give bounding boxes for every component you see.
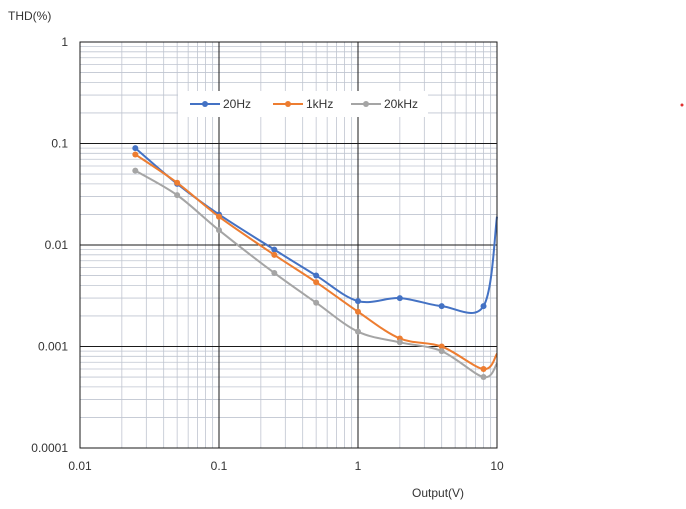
series-point-1kHz <box>271 251 278 258</box>
series-point-20Hz <box>396 295 403 302</box>
y-tick-label: 1 <box>61 35 68 49</box>
series-point-1kHz <box>216 213 222 220</box>
legend-label-20kHz: 20kHz <box>384 97 418 111</box>
series-point-20kHz <box>313 299 320 306</box>
series-point-20kHz <box>271 269 278 276</box>
series-point-20kHz <box>396 339 403 346</box>
legend-marker-20kHz <box>363 101 369 107</box>
axes: 0.0001 0.001 0.01 0.1 1 0.01 0.1 1 10 THD(%) Outpu… <box>8 9 504 500</box>
series-point-20kHz <box>174 192 181 199</box>
legend-label-20Hz: 20Hz <box>223 97 251 111</box>
x-axis-title: Output(V) <box>412 486 464 500</box>
y-tick-label: 0.1 <box>51 137 68 151</box>
series-point-20Hz <box>480 303 487 310</box>
series-point-20Hz <box>438 303 445 310</box>
series-line-20kHz <box>134 169 498 379</box>
plot-border <box>79 41 498 449</box>
series-point-20Hz <box>132 145 139 152</box>
x-tick-label: 0.01 <box>68 459 92 473</box>
series-point-20kHz <box>438 348 445 355</box>
legend: 20Hz 1kHz 20kHz <box>178 91 428 117</box>
y-tick-label: 0.01 <box>45 238 69 252</box>
legend-marker-20Hz <box>202 101 208 107</box>
x-tick-label: 1 <box>355 459 362 473</box>
legend-marker-1kHz <box>285 101 291 107</box>
x-tick-label: 0.1 <box>211 459 228 473</box>
series-line-1kHz <box>134 153 498 371</box>
series-point-20Hz <box>355 298 361 305</box>
series-point-20Hz <box>313 272 320 279</box>
legend-label-1kHz: 1kHz <box>306 97 333 111</box>
red-dot-marker <box>680 103 684 107</box>
y-axis-title: THD(%) <box>8 9 51 23</box>
series-point-20kHz <box>216 227 222 234</box>
series-point-20kHz <box>132 167 139 174</box>
series-point-1kHz <box>355 308 361 315</box>
series-point-1kHz <box>313 279 320 286</box>
y-tick-label: 0.001 <box>38 340 68 354</box>
series-point-20Hz <box>271 246 278 253</box>
series-point-20kHz <box>480 374 487 381</box>
x-tick-label: 10 <box>490 459 504 473</box>
series-point-1kHz <box>174 179 181 186</box>
y-tick-label: 0.0001 <box>31 441 68 455</box>
series-point-1kHz <box>438 343 445 350</box>
series-point-1kHz <box>132 151 139 158</box>
series-layer <box>132 145 498 381</box>
series-point-1kHz <box>480 366 487 373</box>
series-point-20kHz <box>355 328 361 335</box>
